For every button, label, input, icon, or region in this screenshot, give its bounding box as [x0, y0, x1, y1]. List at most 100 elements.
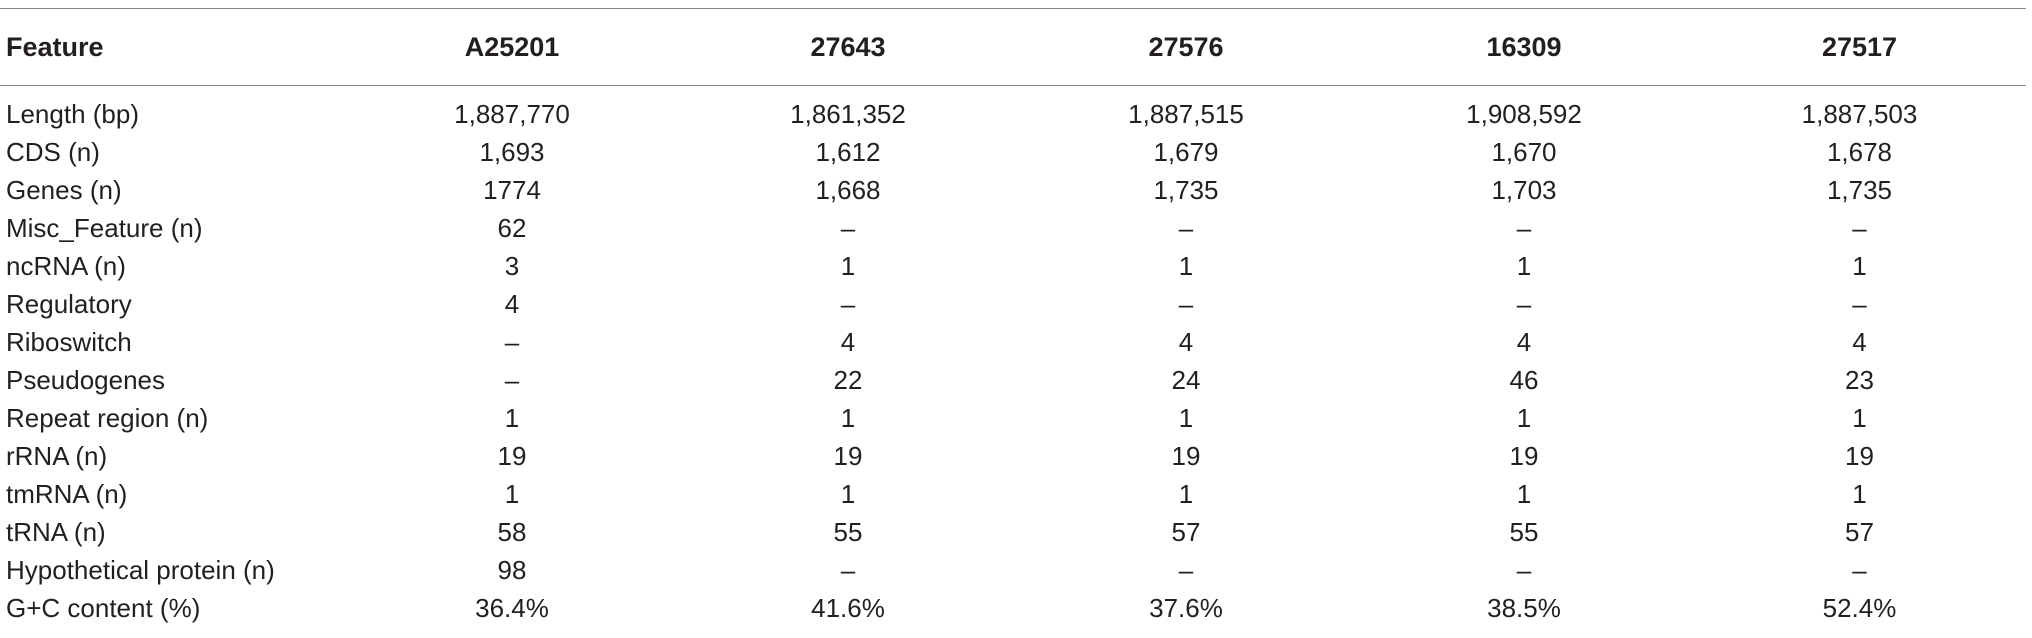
table-cell: 1,887,770	[454, 99, 570, 129]
row-label: Length (bp)	[6, 99, 139, 129]
row-label: Genes (n)	[6, 175, 122, 205]
table-cell: 1,908,592	[1466, 99, 1582, 129]
table-cell: 36.4%	[475, 593, 549, 623]
table-cell: 4	[1852, 327, 1867, 357]
table-cell: –	[504, 327, 520, 357]
table-cell: 19	[833, 441, 863, 471]
table-cell: 58	[497, 517, 527, 547]
table-cell: 1	[1516, 479, 1532, 509]
table-cell: 1,679	[1153, 137, 1219, 167]
table-row: G+C content (%) 36.4% 41.6% 37.6% 38.5% 52.4%	[0, 590, 2026, 628]
table-header-row: Feature A25201 27643 27576 16309 27517	[0, 8, 2026, 86]
table-cell: 1	[1852, 403, 1867, 433]
table-row: Genes (n) 1774 1,668 1,735 1,703 1,735	[0, 172, 2026, 210]
row-label: Misc_Feature (n)	[6, 213, 203, 243]
row-label: Hypothetical protein (n)	[6, 555, 275, 585]
table-cell: 1,887,503	[1801, 99, 1918, 129]
table-row: CDS (n) 1,693 1,612 1,679 1,670 1,678	[0, 134, 2026, 172]
table-cell: 24	[1171, 365, 1201, 395]
row-label: G+C content (%)	[6, 593, 201, 623]
table-cell: 19	[1845, 441, 1874, 471]
table-cell: 1	[840, 403, 856, 433]
table-cell: 1,861,352	[790, 99, 906, 129]
table-row: Repeat region (n) 1 1 1 1 1	[0, 400, 2026, 438]
table-cell: 1,612	[815, 137, 881, 167]
table-cell: 1,693	[479, 137, 545, 167]
table-cell: 55	[1509, 517, 1539, 547]
table-cell: –	[1178, 213, 1194, 243]
table-cell: 19	[1509, 441, 1539, 471]
header-strain-27517: 27517	[1693, 8, 2026, 86]
table-row: rRNA (n) 19 19 19 19 19	[0, 438, 2026, 476]
table-cell: 1,735	[1826, 175, 1893, 205]
table-cell: –	[1852, 555, 1867, 585]
table-cell: –	[1516, 289, 1532, 319]
table-cell: 1	[504, 479, 520, 509]
row-label: Repeat region (n)	[6, 403, 209, 433]
table-cell: –	[840, 289, 856, 319]
table-cell: 1	[840, 251, 856, 281]
row-label: Pseudogenes	[6, 365, 166, 395]
table-cell: –	[504, 365, 520, 395]
header-strain-16309: 16309	[1355, 8, 1693, 86]
table-cell: –	[1178, 289, 1194, 319]
table-cell: 23	[1845, 365, 1874, 395]
table-cell: –	[1852, 213, 1867, 243]
table-cell: 38.5%	[1487, 593, 1561, 623]
row-label: Riboswitch	[6, 327, 132, 357]
table-row: Regulatory 4 – – – –	[0, 286, 2026, 324]
row-label: tRNA (n)	[6, 517, 106, 547]
table-cell: 37.6%	[1149, 593, 1223, 623]
table-cell: 1,887,515	[1128, 99, 1244, 129]
table-cell: 4	[1178, 327, 1194, 357]
genome-features-table: Feature A25201 27643 27576 16309 27517 L…	[0, 8, 2026, 628]
table-cell: 57	[1845, 517, 1874, 547]
table-cell: 1,735	[1153, 175, 1219, 205]
table-row: Misc_Feature (n) 62 – – – –	[0, 210, 2026, 248]
row-label: ncRNA (n)	[6, 251, 126, 281]
table-cell: 1	[1516, 251, 1532, 281]
table-cell: 41.6%	[811, 593, 885, 623]
row-label: rRNA (n)	[6, 441, 108, 471]
table-cell: 1	[1178, 403, 1194, 433]
header-strain-a25201: A25201	[345, 8, 679, 86]
row-label: CDS (n)	[6, 137, 100, 167]
table-cell: –	[1516, 555, 1532, 585]
table-cell: 52.4%	[1822, 593, 1897, 623]
table-row: tmRNA (n) 1 1 1 1 1	[0, 476, 2026, 514]
table-cell: –	[840, 213, 856, 243]
table-cell: 1774	[483, 175, 541, 205]
table-cell: 4	[504, 289, 520, 319]
table-row: Riboswitch – 4 4 4 4	[0, 324, 2026, 362]
row-label: Regulatory	[6, 289, 132, 319]
row-label: tmRNA (n)	[6, 479, 128, 509]
table-cell: 22	[833, 365, 863, 395]
table-cell: 1	[504, 403, 520, 433]
table-row: Length (bp) 1,887,770 1,861,352 1,887,515 1,…	[0, 96, 2026, 134]
table-cell: 1	[840, 479, 856, 509]
table-cell: 4	[1516, 327, 1532, 357]
table-row: tRNA (n) 58 55 57 55 57	[0, 514, 2026, 552]
table-cell: 46	[1509, 365, 1539, 395]
header-feature: Feature	[0, 8, 345, 86]
table-cell: –	[1852, 289, 1867, 319]
table-body: Length (bp) 1,887,770 1,861,352 1,887,515 1,…	[0, 86, 2026, 628]
table-cell: –	[1516, 213, 1532, 243]
table-cell: 1	[1178, 479, 1194, 509]
table-cell: 3	[504, 251, 520, 281]
table-cell: 1	[1516, 403, 1532, 433]
table-cell: 98	[497, 555, 527, 585]
table-row: ncRNA (n) 3 1 1 1 1	[0, 248, 2026, 286]
table-cell: 1	[1852, 251, 1867, 281]
table-cell: 4	[840, 327, 856, 357]
table-cell: 1,670	[1491, 137, 1557, 167]
table-cell: 1	[1178, 251, 1194, 281]
header-strain-27576: 27576	[1017, 8, 1355, 86]
table-spacer-row	[0, 86, 2026, 96]
table-cell: 1,703	[1491, 175, 1557, 205]
table-cell: 1,678	[1826, 137, 1893, 167]
table-cell: 19	[497, 441, 527, 471]
table-row: Hypothetical protein (n) 98 – – – –	[0, 552, 2026, 590]
table-cell: –	[1178, 555, 1194, 585]
